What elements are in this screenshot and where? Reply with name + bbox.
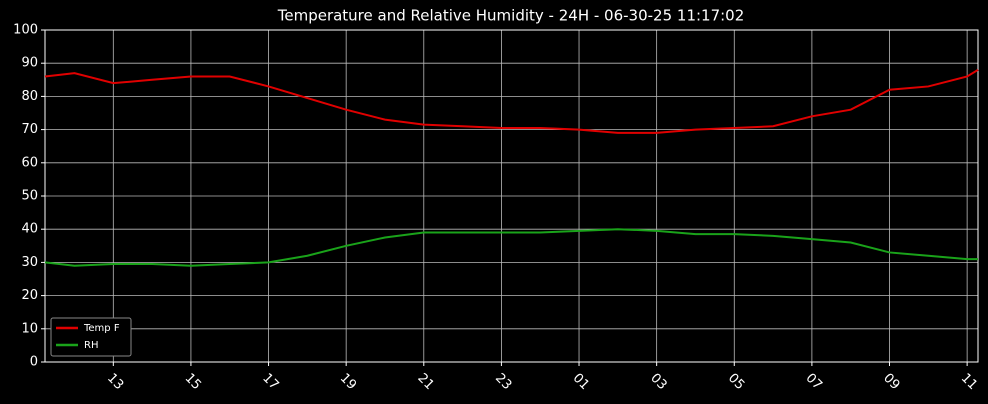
- y-tick-label: 80: [21, 89, 38, 104]
- y-tick-label: 60: [21, 155, 38, 170]
- y-tick-label: 0: [30, 355, 38, 370]
- legend-label: Temp F: [83, 323, 120, 334]
- y-tick-label: 40: [21, 222, 38, 237]
- plot-frame: [44, 29, 979, 363]
- y-tick-label: 90: [21, 56, 38, 71]
- legend-label: RH: [84, 340, 98, 351]
- y-tick-label: 70: [21, 122, 38, 137]
- y-tick-label: 100: [13, 23, 38, 38]
- y-tick-label: 20: [21, 288, 38, 303]
- y-tick-label: 50: [21, 189, 38, 204]
- y-tick-label: 30: [21, 255, 38, 270]
- series-line: [44, 68, 979, 134]
- y-tick-label: 10: [21, 321, 38, 336]
- chart-title: Temperature and Relative Humidity - 24H …: [277, 7, 745, 25]
- series-line: [44, 228, 978, 267]
